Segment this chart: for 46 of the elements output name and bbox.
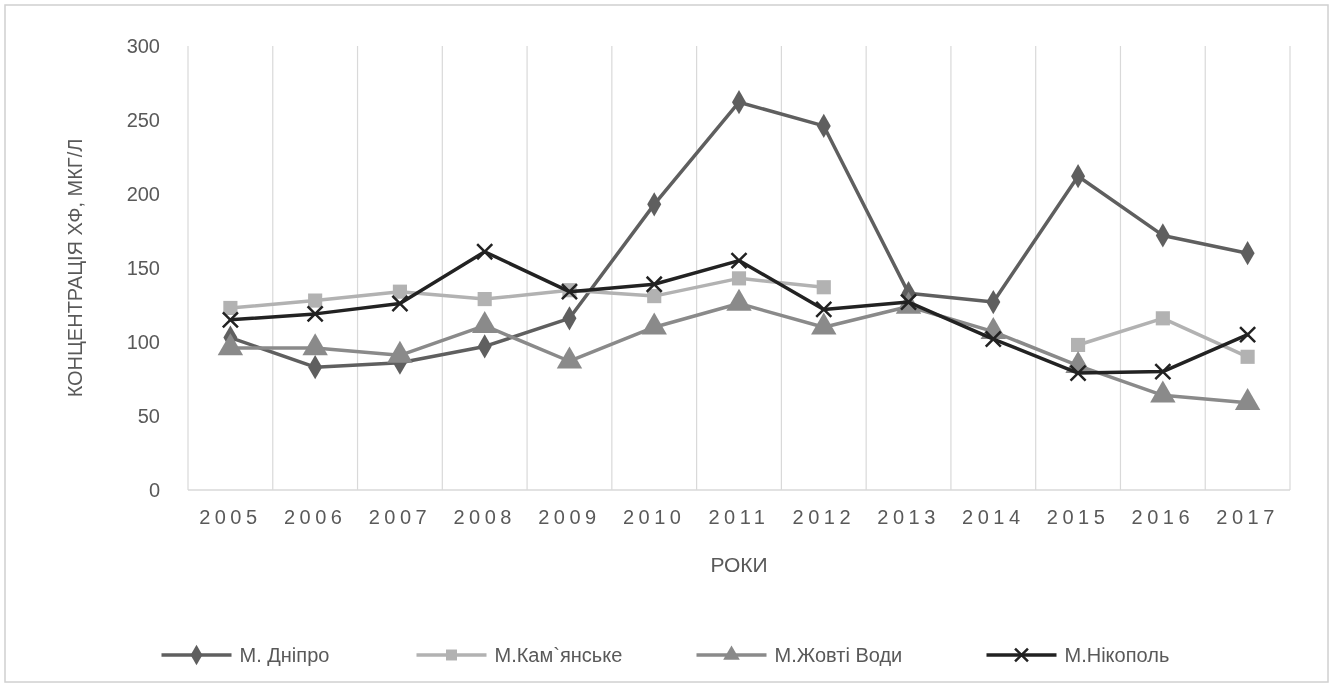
legend-label: М.Кам`янське: [494, 644, 623, 666]
x-tick-label: 2005: [199, 506, 262, 528]
x-axis-title: РОКИ: [710, 553, 768, 576]
point: [816, 280, 831, 295]
y-axis-title: КОНЦЕНТРАЦІЯ ХФ, МКГ/Л: [64, 138, 86, 398]
point: [223, 300, 238, 316]
y-tick-label: 50: [137, 405, 160, 427]
x-tick-label: 2014: [962, 506, 1025, 528]
x-tick-label: 2010: [622, 506, 686, 528]
x-tick-label: 2012: [792, 506, 856, 528]
y-tick-label: 200: [126, 183, 160, 205]
point: [814, 300, 833, 319]
y-tick-label: 150: [126, 257, 160, 279]
point: [645, 275, 664, 294]
point: [221, 311, 240, 329]
point: [1240, 349, 1255, 364]
y-tick-label: 250: [126, 109, 160, 131]
point: [731, 271, 747, 286]
y-tick-label: 100: [126, 331, 160, 353]
point: [1238, 325, 1257, 344]
point: [306, 305, 324, 323]
point: [647, 289, 662, 304]
x-tick-label: 2007: [368, 506, 432, 528]
x-tick-label: 2016: [1131, 506, 1195, 528]
y-tick-label: 0: [148, 479, 160, 501]
x-tick-label: 2013: [877, 506, 940, 528]
point: [984, 330, 1003, 348]
point: [1071, 337, 1086, 353]
point: [1154, 362, 1172, 381]
x-tick-label: 2015: [1046, 506, 1110, 528]
point: [475, 242, 494, 261]
legend-label: М.Жовті Води: [774, 644, 903, 666]
x-tick-label: 2006: [283, 506, 347, 528]
legend-label: М. Дніпро: [239, 644, 330, 666]
legend-label: М.Нікополь: [1064, 644, 1170, 666]
point: [308, 293, 323, 308]
point: [1069, 364, 1087, 382]
point: [391, 294, 409, 313]
x-tick-label: 2009: [538, 506, 601, 528]
x-tick-label: 2017: [1216, 506, 1279, 528]
y-tick-label: 300: [126, 35, 160, 57]
point: [1155, 311, 1170, 326]
point: [730, 251, 748, 270]
x-tick-label: 2008: [453, 506, 516, 528]
x-tick-label: 2011: [708, 506, 770, 528]
point: [477, 292, 492, 307]
